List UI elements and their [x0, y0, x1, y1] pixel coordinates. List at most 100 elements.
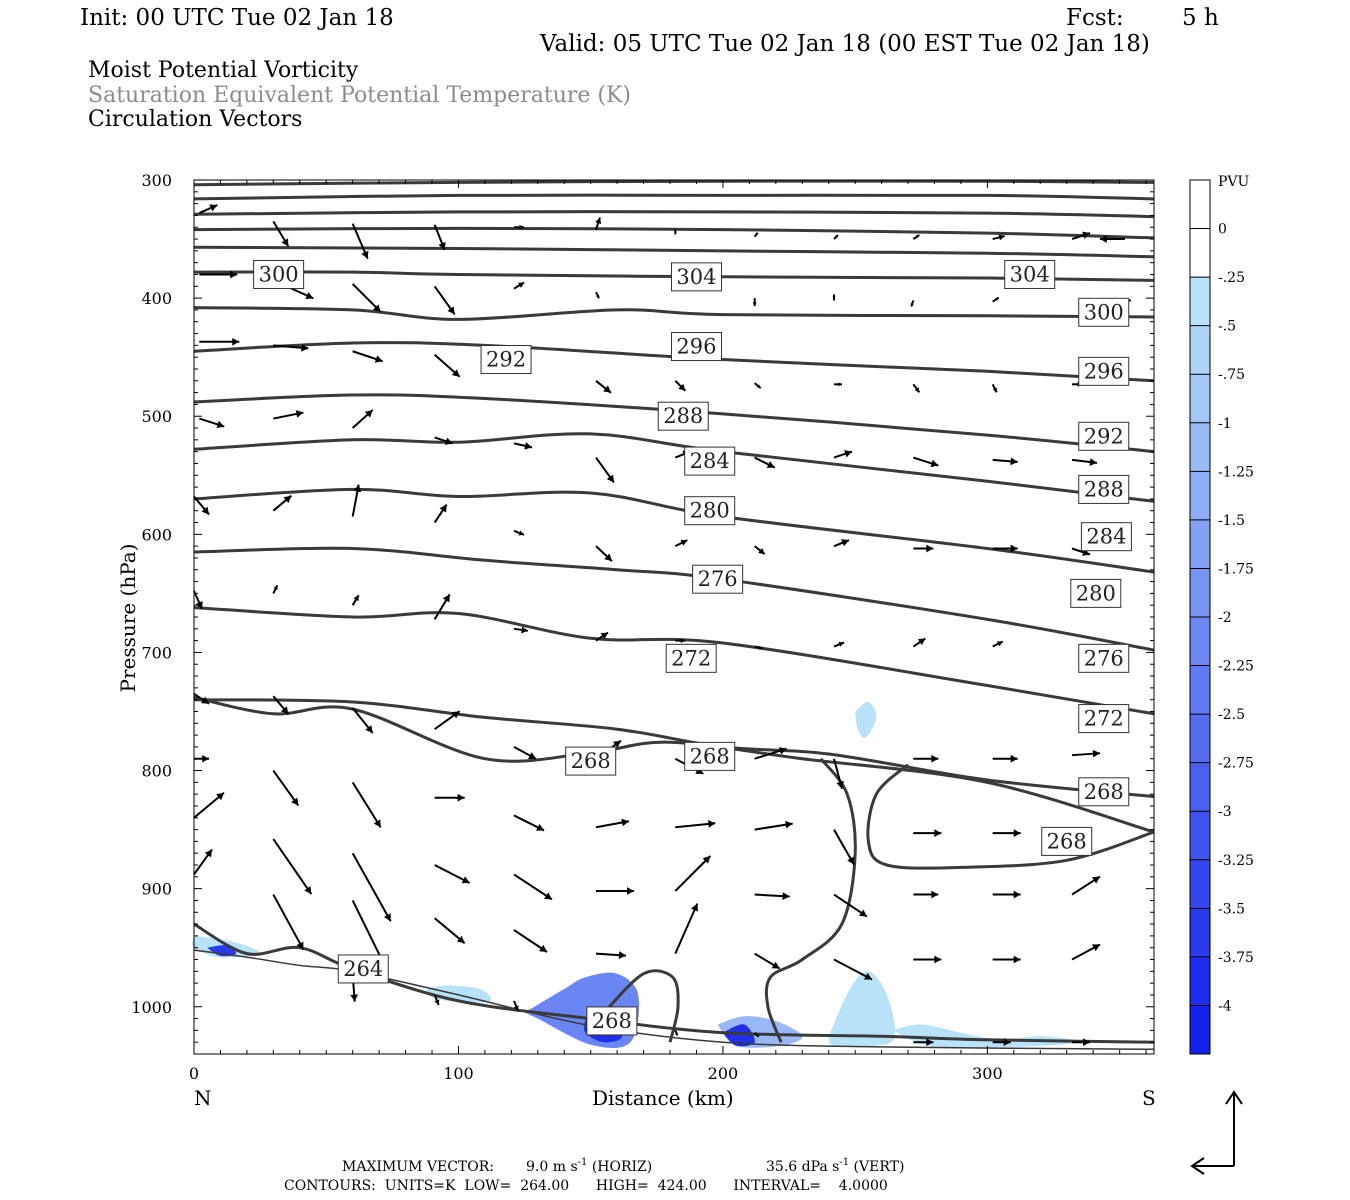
vector-head: [1010, 457, 1018, 466]
vector-arrow: [913, 544, 934, 553]
isentrope-line: [193, 698, 1155, 798]
vector-head: [994, 297, 999, 301]
isentrope-line: [193, 210, 1155, 219]
y-axis-title: Pressure (hPa): [116, 544, 140, 693]
y-tick-label: 700: [141, 643, 172, 662]
vector-head: [361, 250, 369, 259]
vector-head: [434, 999, 440, 1005]
pv-area: [207, 945, 237, 957]
init-time: Init: 00 UTC Tue 02 Jan 18: [80, 5, 394, 31]
colorbar-swatch: [1190, 519, 1210, 569]
vector-shaft: [513, 873, 553, 901]
vector-head: [373, 304, 381, 312]
colorbar-tick-label: -3: [1218, 804, 1232, 820]
vector-shaft: [674, 903, 699, 955]
vector-head: [295, 410, 304, 418]
vector-head: [521, 626, 528, 634]
vector-arrow: [912, 234, 920, 240]
contour-label-text: 300: [259, 262, 299, 286]
vector-head: [707, 820, 716, 828]
vector-arrow: [434, 436, 453, 445]
vector-head: [374, 355, 383, 363]
contour-label-box: [586, 1006, 638, 1036]
vector-arrow: [193, 692, 210, 705]
vector-head: [613, 740, 621, 748]
y-tick-label: 1000: [131, 998, 172, 1017]
vector-arrow: [193, 848, 213, 876]
forecast-hour: 5 h: [1182, 5, 1219, 31]
vector-head: [678, 383, 686, 391]
vector-head: [758, 645, 763, 650]
colorbar-tick-label: -3.75: [1218, 950, 1254, 966]
vector-arrow: [912, 637, 926, 648]
contour-label-text: 284: [1086, 525, 1126, 549]
contour-label-box: [1078, 777, 1130, 807]
vector-head: [442, 594, 450, 603]
contour-label: 304: [1004, 259, 1056, 289]
contour-label-box: [337, 954, 389, 984]
colorbar-tick-label: -1.5: [1218, 513, 1245, 529]
vector-arrow: [754, 747, 787, 760]
contour-label-text: 272: [1084, 707, 1124, 731]
vector-head: [917, 638, 926, 646]
vector-head: [1013, 829, 1021, 837]
vector-head: [283, 495, 292, 504]
contour-label-text: 300: [1084, 300, 1124, 324]
vector-arrow: [1071, 231, 1091, 241]
vector-head: [996, 641, 1003, 647]
contour-label-text: 276: [1084, 646, 1124, 670]
valid-time: Valid: 05 UTC Tue 02 Jan 18 (00 EST Tue …: [539, 31, 1150, 57]
vector-head: [915, 235, 920, 239]
vector-head: [528, 752, 536, 759]
vector-shaft: [351, 781, 382, 828]
max-vector-horiz: 9.0 m s-1 (HORIZ): [526, 1157, 652, 1175]
vector-head: [1013, 890, 1021, 899]
isentrope-line: [193, 393, 1155, 454]
isentrope-line: [193, 432, 1155, 503]
vector-head: [232, 337, 240, 346]
vector-head: [766, 460, 775, 468]
vector-arrow: [833, 539, 850, 548]
vector-arrow: [1071, 749, 1101, 758]
vector-arrow: [513, 1000, 519, 1012]
vector-arrow: [833, 758, 844, 789]
vector-arrow: [754, 892, 790, 900]
vector-head: [513, 1005, 519, 1011]
vector-arrow: [595, 545, 613, 562]
contour-label-text: 264: [343, 957, 383, 981]
vector-arrow: [913, 890, 939, 899]
contour-label-box: [665, 643, 717, 673]
contour-label: 272: [665, 643, 717, 673]
vector-head: [914, 387, 920, 393]
axes: 300 400 500 600 700 800 900 1000 0 100 200 300: [131, 171, 1154, 1083]
contour-info: CONTOURS: UNITS=K LOW= 264.00 HIGH= 424.…: [284, 1178, 888, 1194]
colorbar-swatch: [1190, 325, 1210, 375]
vector-arrow: [753, 1032, 760, 1038]
vector-head: [304, 886, 312, 895]
isentrope-line: [193, 606, 1155, 716]
vector-arrow: [433, 224, 446, 251]
vector-head: [785, 820, 793, 829]
vector-arrow: [675, 638, 686, 644]
isentrope-line: [193, 695, 1155, 834]
vector-head: [519, 224, 524, 230]
vector-head: [1099, 235, 1107, 243]
isentrope-line: [866, 763, 1155, 870]
colorbar-tick-label: 0: [1218, 222, 1227, 238]
vector-head: [373, 819, 381, 828]
contour-label: 280: [1070, 578, 1122, 608]
vector-head: [451, 711, 460, 719]
legend-pv: Moist Potential Vorticity: [88, 58, 359, 83]
vector-arrow: [513, 529, 525, 536]
colorbar-units: PVU: [1218, 174, 1250, 190]
contour-label: 264: [337, 954, 389, 984]
vector-head: [847, 856, 854, 865]
contour-label: 292: [480, 345, 532, 375]
x-tick-label: 0: [189, 1064, 199, 1083]
vector-head: [910, 303, 914, 307]
vector-shaft: [272, 894, 305, 951]
vector-arrow: [434, 793, 465, 802]
vector-arrow: [833, 641, 845, 648]
vector-head: [230, 270, 238, 279]
